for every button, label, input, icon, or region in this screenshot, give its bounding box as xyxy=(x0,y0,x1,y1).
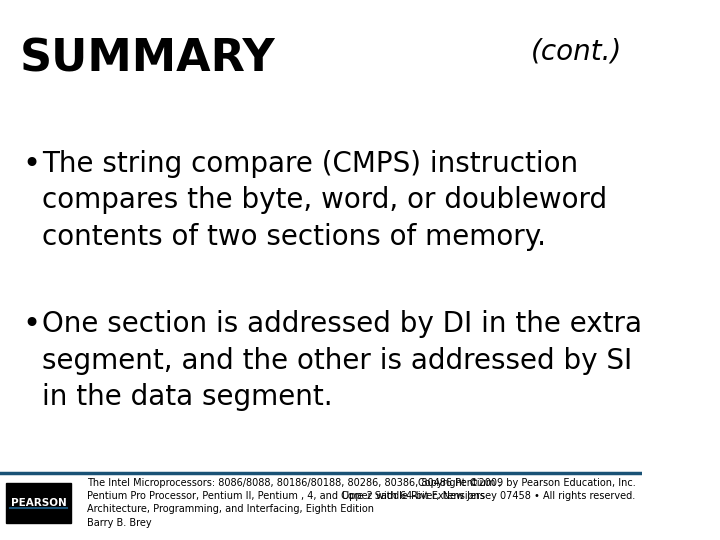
Text: Copyright ©2009 by Pearson Education, Inc.
Upper Saddle River, New Jersey 07458 : Copyright ©2009 by Pearson Education, In… xyxy=(342,478,635,501)
Text: •: • xyxy=(22,310,40,339)
Text: SUMMARY: SUMMARY xyxy=(19,37,275,80)
Text: •: • xyxy=(22,150,40,179)
Text: The Intel Microprocessors: 8086/8088, 80186/80188, 80286, 80386, 80486 Pentium ,: The Intel Microprocessors: 8086/8088, 80… xyxy=(86,478,501,528)
FancyBboxPatch shape xyxy=(6,483,71,523)
Text: The string compare (CMPS) instruction
compares the byte, word, or doubleword
con: The string compare (CMPS) instruction co… xyxy=(42,150,607,251)
Text: One section is addressed by DI in the extra
segment, and the other is addressed : One section is addressed by DI in the ex… xyxy=(42,310,642,411)
Text: PEARSON: PEARSON xyxy=(11,498,66,508)
Text: (cont.): (cont.) xyxy=(531,37,623,65)
